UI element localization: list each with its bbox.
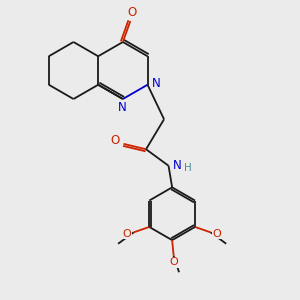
Text: O: O: [123, 229, 131, 239]
Text: O: O: [127, 6, 136, 19]
Text: N: N: [118, 101, 127, 114]
Text: O: O: [110, 134, 120, 147]
Text: H: H: [184, 163, 192, 173]
Text: O: O: [170, 257, 178, 267]
Text: N: N: [152, 77, 161, 90]
Text: N: N: [172, 159, 181, 172]
Text: O: O: [213, 229, 222, 239]
